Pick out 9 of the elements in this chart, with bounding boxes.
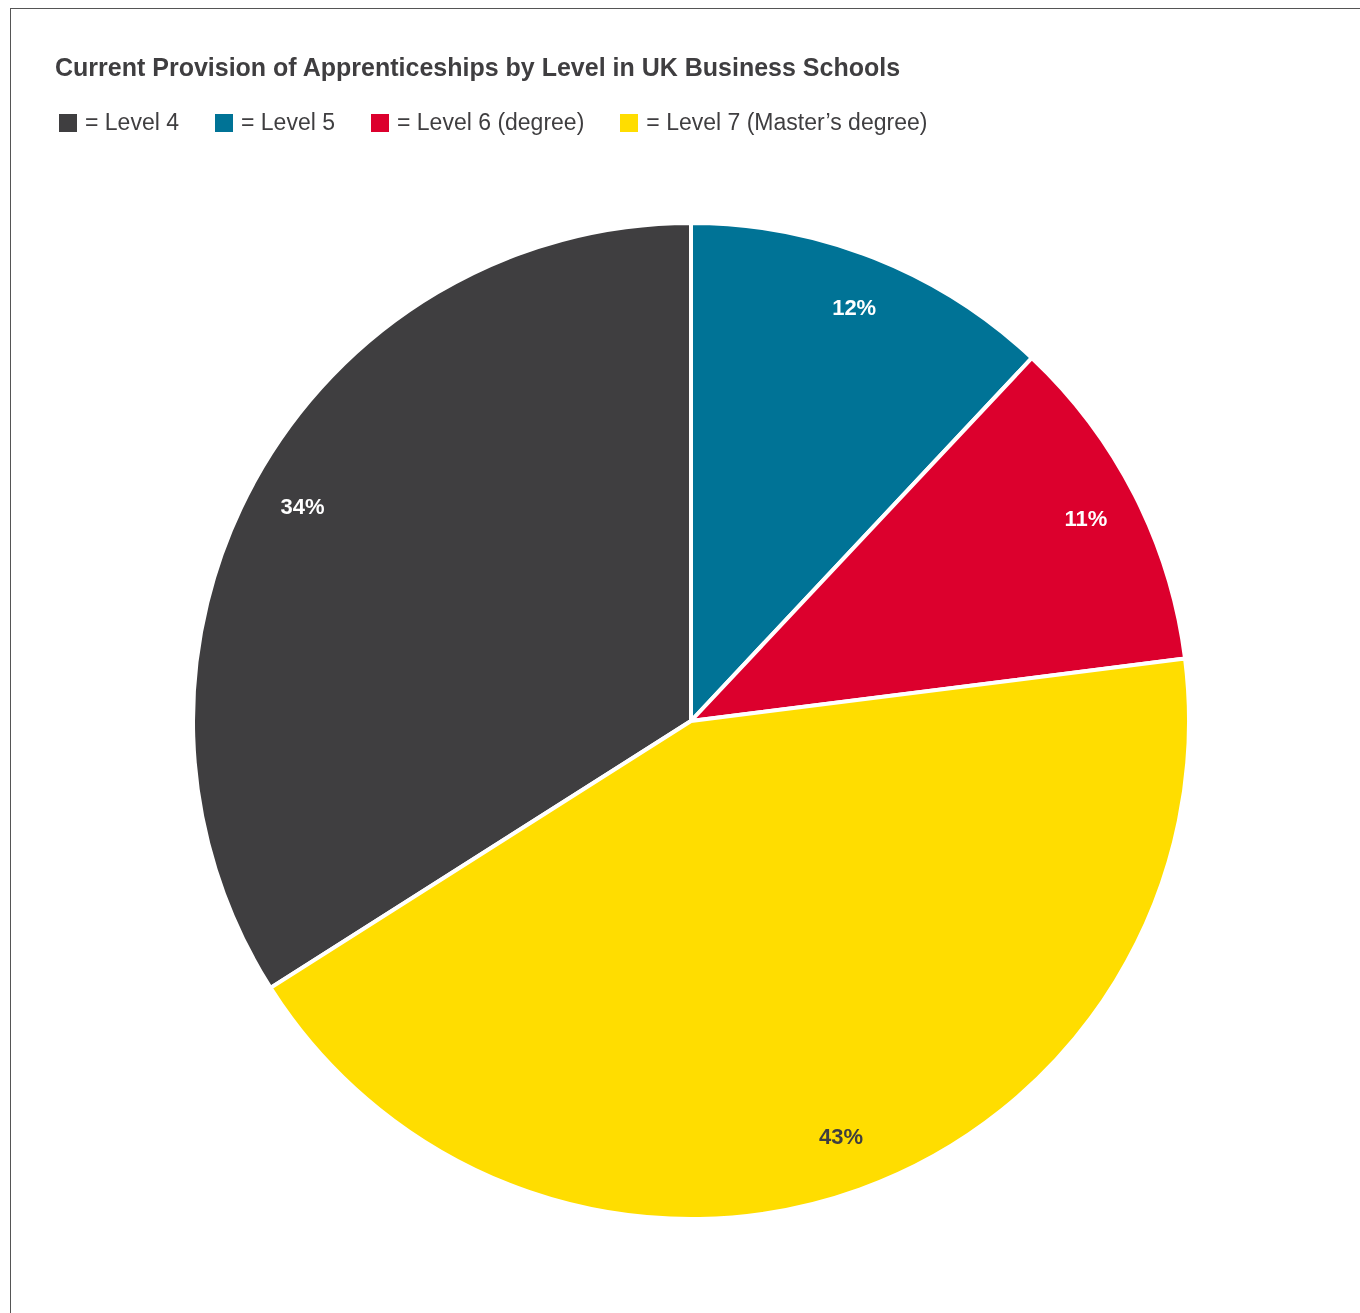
chart-title: Current Provision of Apprenticeships by Level in UK Business Schools	[55, 53, 901, 82]
legend-label: = Level 4	[85, 109, 179, 136]
legend-label: = Level 5	[241, 109, 335, 136]
data-label: 43%	[819, 1124, 864, 1150]
data-label: 11%	[1064, 505, 1108, 531]
legend-label: = Level 6 (degree)	[397, 109, 585, 136]
legend-label: = Level 7 (Master’s degree)	[646, 109, 928, 136]
data-label: 12%	[832, 294, 877, 320]
data-label: 34%	[280, 493, 325, 519]
